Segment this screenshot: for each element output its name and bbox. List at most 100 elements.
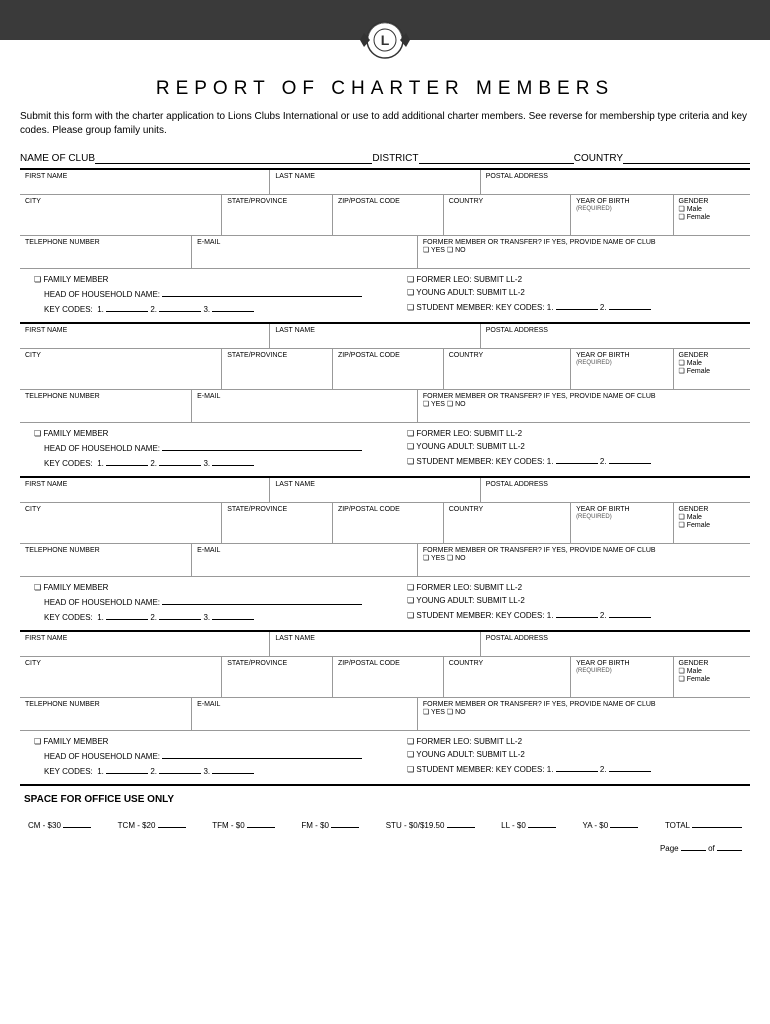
- fm-line[interactable]: [331, 819, 359, 828]
- student-member-row[interactable]: ❏ STUDENT MEMBER: KEY CODES: 1. 2.: [407, 455, 740, 466]
- total-line[interactable]: [692, 819, 742, 828]
- city-cell[interactable]: CITY: [20, 657, 222, 697]
- young-adult-check[interactable]: ❏ YOUNG ADULT: SUBMIT LL-2: [407, 596, 740, 605]
- state-cell[interactable]: STATE/PROVINCE: [222, 195, 333, 235]
- keycodes-row[interactable]: KEY CODES: 1. 2. 3.: [34, 303, 367, 314]
- young-adult-check[interactable]: ❏ YOUNG ADULT: SUBMIT LL-2: [407, 442, 740, 451]
- ll-code: LL - $0: [501, 821, 526, 830]
- member-block: FIRST NAME LAST NAME POSTAL ADDRESS CITY…: [20, 322, 750, 476]
- email-cell[interactable]: E-MAIL: [192, 698, 418, 730]
- last-name-cell[interactable]: LAST NAME: [270, 324, 480, 348]
- first-name-cell[interactable]: FIRST NAME: [20, 478, 270, 502]
- postal-address-cell[interactable]: POSTAL ADDRESS: [481, 324, 750, 348]
- ll-line[interactable]: [528, 819, 556, 828]
- yob-cell[interactable]: YEAR OF BIRTH(REQUIRED): [571, 195, 673, 235]
- tcm-code: TCM - $20: [118, 821, 156, 830]
- yob-cell[interactable]: YEAR OF BIRTH(REQUIRED): [571, 657, 673, 697]
- page-title: REPORT OF CHARTER MEMBERS: [20, 78, 750, 100]
- page-num-line[interactable]: [681, 842, 706, 851]
- keycodes-row[interactable]: KEY CODES: 1. 2. 3.: [34, 765, 367, 776]
- former-leo-check[interactable]: ❏ FORMER LEO: SUBMIT LL-2: [407, 429, 740, 438]
- email-cell[interactable]: E-MAIL: [192, 544, 418, 576]
- first-name-cell[interactable]: FIRST NAME: [20, 324, 270, 348]
- former-leo-check[interactable]: ❏ FORMER LEO: SUBMIT LL-2: [407, 737, 740, 746]
- zip-cell[interactable]: ZIP/POSTAL CODE: [333, 657, 444, 697]
- student-member-row[interactable]: ❏ STUDENT MEMBER: KEY CODES: 1. 2.: [407, 609, 740, 620]
- ya-line[interactable]: [610, 819, 638, 828]
- tcm-line[interactable]: [158, 819, 186, 828]
- member-block: FIRST NAME LAST NAME POSTAL ADDRESS CITY…: [20, 630, 750, 784]
- pager: Page of: [24, 842, 746, 853]
- postal-address-cell[interactable]: POSTAL ADDRESS: [481, 478, 750, 502]
- last-name-cell[interactable]: LAST NAME: [270, 478, 480, 502]
- city-cell[interactable]: CITY: [20, 195, 222, 235]
- hoh-row[interactable]: HEAD OF HOUSEHOLD NAME:: [34, 596, 367, 607]
- district-input-line[interactable]: [419, 152, 574, 164]
- young-adult-check[interactable]: ❏ YOUNG ADULT: SUBMIT LL-2: [407, 750, 740, 759]
- country-cell[interactable]: COUNTRY: [444, 657, 571, 697]
- first-name-cell[interactable]: FIRST NAME: [20, 170, 270, 194]
- email-cell[interactable]: E-MAIL: [192, 236, 418, 268]
- city-cell[interactable]: CITY: [20, 503, 222, 543]
- former-member-cell[interactable]: FORMER MEMBER OR TRANSFER? IF YES, PROVI…: [418, 698, 750, 730]
- former-leo-check[interactable]: ❏ FORMER LEO: SUBMIT LL-2: [407, 275, 740, 284]
- cm-line[interactable]: [63, 819, 91, 828]
- gender-cell[interactable]: GENDER❏ Male❏ Female: [674, 195, 751, 235]
- zip-cell[interactable]: ZIP/POSTAL CODE: [333, 349, 444, 389]
- hoh-row[interactable]: HEAD OF HOUSEHOLD NAME:: [34, 442, 367, 453]
- former-member-cell[interactable]: FORMER MEMBER OR TRANSFER? IF YES, PROVI…: [418, 236, 750, 268]
- yob-cell[interactable]: YEAR OF BIRTH(REQUIRED): [571, 503, 673, 543]
- page-label: Page: [660, 844, 679, 853]
- hoh-row[interactable]: HEAD OF HOUSEHOLD NAME:: [34, 750, 367, 761]
- student-member-row[interactable]: ❏ STUDENT MEMBER: KEY CODES: 1. 2.: [407, 301, 740, 312]
- postal-address-cell[interactable]: POSTAL ADDRESS: [481, 170, 750, 194]
- former-leo-check[interactable]: ❏ FORMER LEO: SUBMIT LL-2: [407, 583, 740, 592]
- instructions-text: Submit this form with the charter applic…: [20, 110, 750, 138]
- gender-cell[interactable]: GENDER❏ Male❏ Female: [674, 657, 751, 697]
- city-cell[interactable]: CITY: [20, 349, 222, 389]
- country-cell[interactable]: COUNTRY: [444, 503, 571, 543]
- family-member-check[interactable]: ❏ FAMILY MEMBER: [34, 583, 367, 592]
- telephone-cell[interactable]: TELEPHONE NUMBER: [20, 698, 192, 730]
- family-member-check[interactable]: ❏ FAMILY MEMBER: [34, 429, 367, 438]
- country-input-line[interactable]: [623, 152, 750, 164]
- telephone-cell[interactable]: TELEPHONE NUMBER: [20, 236, 192, 268]
- country-cell[interactable]: COUNTRY: [444, 349, 571, 389]
- stu-code: STU - $0/$19.50: [386, 821, 445, 830]
- keycodes-row[interactable]: KEY CODES: 1. 2. 3.: [34, 611, 367, 622]
- ya-code: YA - $0: [583, 821, 609, 830]
- gender-cell[interactable]: GENDER❏ Male❏ Female: [674, 503, 751, 543]
- last-name-cell[interactable]: LAST NAME: [270, 632, 480, 656]
- telephone-cell[interactable]: TELEPHONE NUMBER: [20, 390, 192, 422]
- hoh-row[interactable]: HEAD OF HOUSEHOLD NAME:: [34, 288, 367, 299]
- tfm-line[interactable]: [247, 819, 275, 828]
- member-block: FIRST NAME LAST NAME POSTAL ADDRESS CITY…: [20, 168, 750, 322]
- page-total-line[interactable]: [717, 842, 742, 851]
- stu-line[interactable]: [447, 819, 475, 828]
- club-input-line[interactable]: [95, 152, 372, 164]
- country-cell[interactable]: COUNTRY: [444, 195, 571, 235]
- former-member-cell[interactable]: FORMER MEMBER OR TRANSFER? IF YES, PROVI…: [418, 390, 750, 422]
- state-cell[interactable]: STATE/PROVINCE: [222, 349, 333, 389]
- state-cell[interactable]: STATE/PROVINCE: [222, 503, 333, 543]
- state-cell[interactable]: STATE/PROVINCE: [222, 657, 333, 697]
- former-member-cell[interactable]: FORMER MEMBER OR TRANSFER? IF YES, PROVI…: [418, 544, 750, 576]
- family-member-check[interactable]: ❏ FAMILY MEMBER: [34, 737, 367, 746]
- of-label: of: [708, 844, 715, 853]
- lions-logo-icon: L: [358, 15, 412, 65]
- first-name-cell[interactable]: FIRST NAME: [20, 632, 270, 656]
- zip-cell[interactable]: ZIP/POSTAL CODE: [333, 503, 444, 543]
- gender-cell[interactable]: GENDER❏ Male❏ Female: [674, 349, 751, 389]
- telephone-cell[interactable]: TELEPHONE NUMBER: [20, 544, 192, 576]
- student-member-row[interactable]: ❏ STUDENT MEMBER: KEY CODES: 1. 2.: [407, 763, 740, 774]
- postal-address-cell[interactable]: POSTAL ADDRESS: [481, 632, 750, 656]
- zip-cell[interactable]: ZIP/POSTAL CODE: [333, 195, 444, 235]
- last-name-cell[interactable]: LAST NAME: [270, 170, 480, 194]
- young-adult-check[interactable]: ❏ YOUNG ADULT: SUBMIT LL-2: [407, 288, 740, 297]
- member-block: FIRST NAME LAST NAME POSTAL ADDRESS CITY…: [20, 476, 750, 630]
- family-member-check[interactable]: ❏ FAMILY MEMBER: [34, 275, 367, 284]
- top-fields-row: NAME OF CLUB DISTRICT COUNTRY: [20, 152, 750, 164]
- keycodes-row[interactable]: KEY CODES: 1. 2. 3.: [34, 457, 367, 468]
- email-cell[interactable]: E-MAIL: [192, 390, 418, 422]
- yob-cell[interactable]: YEAR OF BIRTH(REQUIRED): [571, 349, 673, 389]
